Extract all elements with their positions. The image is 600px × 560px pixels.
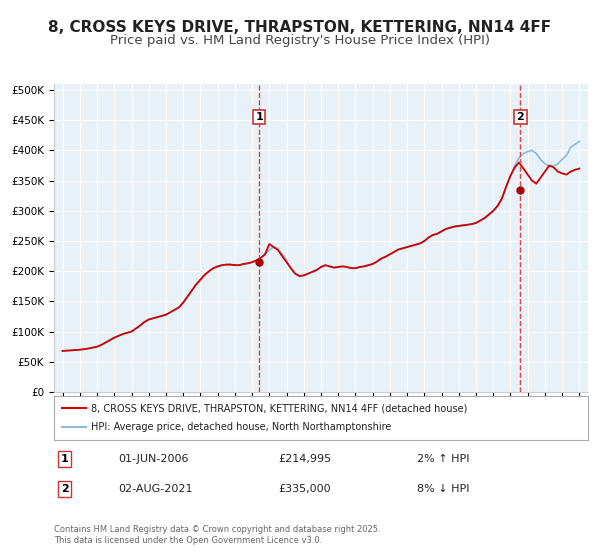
Text: 2% ↑ HPI: 2% ↑ HPI [417, 454, 470, 464]
Text: HPI: Average price, detached house, North Northamptonshire: HPI: Average price, detached house, Nort… [91, 422, 392, 432]
Text: 8% ↓ HPI: 8% ↓ HPI [417, 484, 470, 494]
Text: £335,000: £335,000 [278, 484, 331, 494]
Text: 1: 1 [61, 454, 68, 464]
Text: 8, CROSS KEYS DRIVE, THRAPSTON, KETTERING, NN14 4FF: 8, CROSS KEYS DRIVE, THRAPSTON, KETTERIN… [49, 20, 551, 35]
Text: 2: 2 [61, 484, 68, 494]
Text: £214,995: £214,995 [278, 454, 331, 464]
Text: 01-JUN-2006: 01-JUN-2006 [118, 454, 188, 464]
Text: Contains HM Land Registry data © Crown copyright and database right 2025.
This d: Contains HM Land Registry data © Crown c… [54, 525, 380, 545]
Text: Price paid vs. HM Land Registry's House Price Index (HPI): Price paid vs. HM Land Registry's House … [110, 34, 490, 46]
Text: 1: 1 [256, 112, 263, 122]
Text: 8, CROSS KEYS DRIVE, THRAPSTON, KETTERING, NN14 4FF (detached house): 8, CROSS KEYS DRIVE, THRAPSTON, KETTERIN… [91, 403, 468, 413]
Text: 02-AUG-2021: 02-AUG-2021 [118, 484, 193, 494]
Text: 2: 2 [517, 112, 524, 122]
